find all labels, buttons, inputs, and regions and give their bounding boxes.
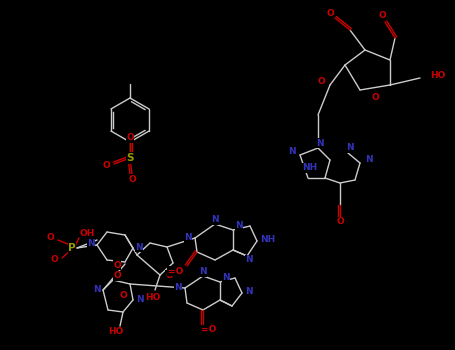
Text: O: O [46,233,54,243]
Text: O: O [336,217,344,226]
Text: O: O [378,10,386,20]
Text: HO: HO [145,293,161,301]
Text: HO: HO [430,70,445,79]
Text: O: O [119,292,127,301]
Text: N: N [235,222,243,231]
Text: O: O [165,271,173,280]
Text: N: N [174,284,182,293]
Text: O: O [102,161,110,170]
Text: =O: =O [167,266,183,275]
Text: N: N [136,295,144,304]
Text: O: O [113,260,121,270]
Text: HO: HO [108,328,124,336]
Text: N: N [211,216,219,224]
Text: O: O [326,9,334,19]
Text: O: O [371,92,379,102]
Text: N: N [316,139,324,147]
Text: N: N [346,144,354,153]
Text: N: N [199,267,207,276]
Text: O: O [50,256,58,265]
Text: N: N [184,233,192,243]
Text: N: N [222,273,230,282]
Text: N: N [245,287,253,296]
Text: OH: OH [80,230,96,238]
Text: N: N [93,286,101,294]
Text: N: N [135,243,142,252]
Text: N: N [245,256,253,265]
Text: N: N [365,155,373,164]
Text: N: N [87,239,95,248]
Text: NH: NH [303,163,318,173]
Text: P: P [68,243,76,253]
Text: O: O [126,133,134,142]
Text: NH: NH [260,236,275,245]
Text: N: N [288,147,296,156]
Text: S: S [126,153,134,163]
Text: O: O [317,77,325,86]
Text: O: O [113,272,121,280]
Text: =O: =O [201,326,217,335]
Text: O: O [128,175,136,183]
